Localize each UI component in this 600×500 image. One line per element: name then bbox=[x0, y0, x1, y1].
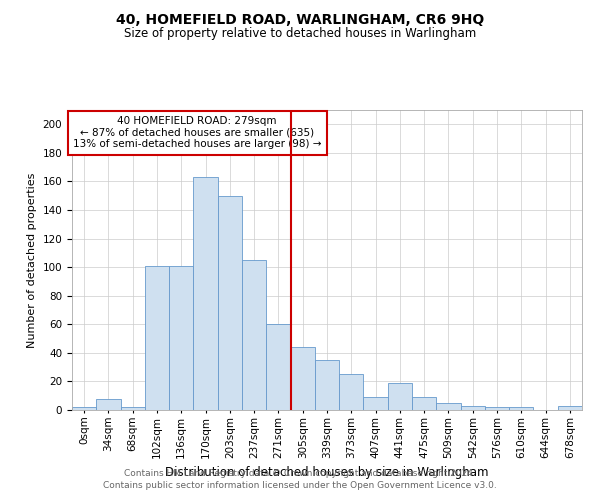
Bar bbox=[193, 177, 218, 410]
Bar bbox=[485, 407, 509, 410]
Bar bbox=[412, 397, 436, 410]
Bar bbox=[364, 397, 388, 410]
Bar bbox=[315, 360, 339, 410]
Text: Contains public sector information licensed under the Open Government Licence v3: Contains public sector information licen… bbox=[103, 481, 497, 490]
Bar bbox=[290, 347, 315, 410]
Bar bbox=[242, 260, 266, 410]
Bar bbox=[145, 266, 169, 410]
X-axis label: Distribution of detached houses by size in Warlingham: Distribution of detached houses by size … bbox=[165, 466, 489, 479]
Bar bbox=[461, 406, 485, 410]
Bar bbox=[388, 383, 412, 410]
Text: 40 HOMEFIELD ROAD: 279sqm
← 87% of detached houses are smaller (635)
13% of semi: 40 HOMEFIELD ROAD: 279sqm ← 87% of detac… bbox=[73, 116, 322, 150]
Bar bbox=[96, 398, 121, 410]
Y-axis label: Number of detached properties: Number of detached properties bbox=[27, 172, 37, 348]
Bar bbox=[218, 196, 242, 410]
Text: Contains HM Land Registry data © Crown copyright and database right 2024.: Contains HM Land Registry data © Crown c… bbox=[124, 468, 476, 477]
Bar bbox=[266, 324, 290, 410]
Bar bbox=[509, 407, 533, 410]
Bar bbox=[436, 403, 461, 410]
Bar bbox=[169, 266, 193, 410]
Bar bbox=[558, 406, 582, 410]
Bar bbox=[339, 374, 364, 410]
Text: Size of property relative to detached houses in Warlingham: Size of property relative to detached ho… bbox=[124, 28, 476, 40]
Text: 40, HOMEFIELD ROAD, WARLINGHAM, CR6 9HQ: 40, HOMEFIELD ROAD, WARLINGHAM, CR6 9HQ bbox=[116, 12, 484, 26]
Bar bbox=[72, 407, 96, 410]
Bar bbox=[121, 407, 145, 410]
